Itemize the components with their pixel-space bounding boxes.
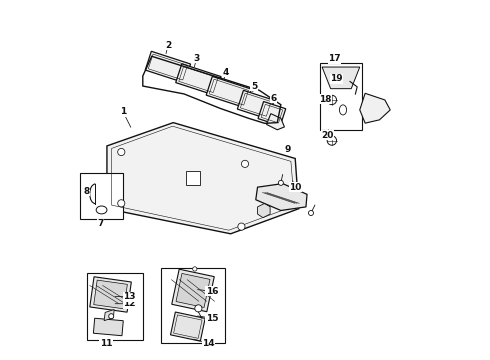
Polygon shape xyxy=(104,310,114,321)
Text: 11: 11 xyxy=(99,339,112,348)
Text: 6: 6 xyxy=(270,94,277,103)
Polygon shape xyxy=(176,274,210,307)
Text: 1: 1 xyxy=(120,107,126,116)
Bar xyxy=(161,268,225,343)
Circle shape xyxy=(327,95,337,105)
Circle shape xyxy=(118,200,125,207)
Text: 4: 4 xyxy=(222,68,228,77)
Text: 10: 10 xyxy=(289,183,301,192)
Polygon shape xyxy=(145,51,191,83)
Polygon shape xyxy=(256,184,307,211)
Bar xyxy=(320,63,362,130)
Text: 3: 3 xyxy=(194,54,200,63)
Text: 17: 17 xyxy=(328,54,341,63)
Circle shape xyxy=(238,223,245,230)
Polygon shape xyxy=(237,90,274,119)
Text: 7: 7 xyxy=(98,219,104,228)
Circle shape xyxy=(109,314,114,319)
Circle shape xyxy=(242,160,248,167)
Polygon shape xyxy=(107,123,299,234)
Polygon shape xyxy=(172,269,214,312)
Circle shape xyxy=(193,267,197,271)
Text: 5: 5 xyxy=(251,82,257,91)
Circle shape xyxy=(278,180,283,185)
Text: 15: 15 xyxy=(206,314,218,323)
Circle shape xyxy=(327,136,337,145)
Text: 2: 2 xyxy=(165,41,171,50)
Polygon shape xyxy=(258,203,270,218)
Polygon shape xyxy=(322,67,360,89)
Polygon shape xyxy=(360,93,390,123)
Polygon shape xyxy=(94,318,123,336)
Polygon shape xyxy=(176,64,221,95)
Text: 13: 13 xyxy=(123,292,136,301)
Polygon shape xyxy=(267,114,285,130)
Text: 18: 18 xyxy=(318,95,331,104)
Text: 8: 8 xyxy=(83,187,90,196)
Bar xyxy=(186,171,200,185)
Text: 9: 9 xyxy=(284,145,291,154)
Circle shape xyxy=(309,211,314,216)
Text: 12: 12 xyxy=(123,299,136,308)
Polygon shape xyxy=(90,277,131,312)
Text: 19: 19 xyxy=(330,75,343,84)
Circle shape xyxy=(195,305,202,312)
Text: 16: 16 xyxy=(206,287,218,296)
Polygon shape xyxy=(258,102,286,126)
Ellipse shape xyxy=(340,105,346,115)
Text: 14: 14 xyxy=(202,339,215,348)
Polygon shape xyxy=(206,76,251,108)
Ellipse shape xyxy=(96,206,107,214)
Bar xyxy=(80,173,123,220)
Bar xyxy=(87,273,143,339)
Polygon shape xyxy=(94,280,127,309)
Text: 20: 20 xyxy=(321,131,334,140)
Circle shape xyxy=(118,148,125,156)
Polygon shape xyxy=(171,312,205,341)
